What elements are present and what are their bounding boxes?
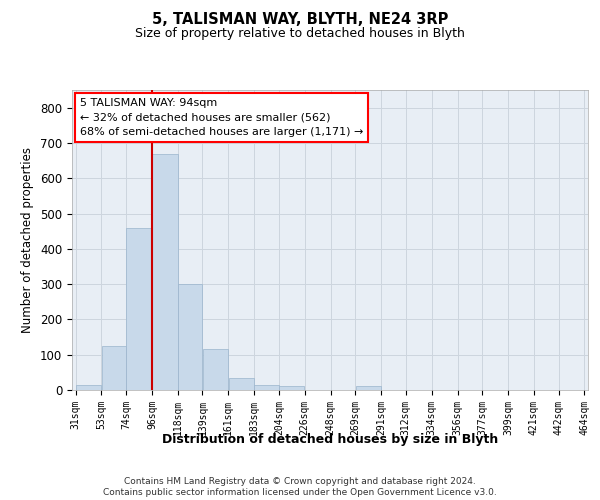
Bar (127, 228, 152, 390)
Y-axis label: Number of detached properties: Number of detached properties (22, 147, 34, 333)
Bar (356, 386, 381, 390)
Text: 5, TALISMAN WAY, BLYTH, NE24 3RP: 5, TALISMAN WAY, BLYTH, NE24 3RP (152, 12, 448, 28)
Bar (279, 386, 304, 390)
Bar (254, 384, 278, 390)
Text: Contains HM Land Registry data © Crown copyright and database right 2024.
Contai: Contains HM Land Registry data © Crown c… (103, 478, 497, 497)
Bar (101, 346, 126, 390)
Bar (229, 378, 254, 390)
Text: 5 TALISMAN WAY: 94sqm
← 32% of detached houses are smaller (562)
68% of semi-det: 5 TALISMAN WAY: 94sqm ← 32% of detached … (80, 98, 363, 137)
Bar (152, 154, 178, 390)
Bar (178, 284, 202, 390)
Text: Distribution of detached houses by size in Blyth: Distribution of detached houses by size … (162, 432, 498, 446)
Bar (76, 384, 101, 390)
Text: Size of property relative to detached houses in Blyth: Size of property relative to detached ho… (135, 28, 465, 40)
Bar (203, 350, 228, 390)
